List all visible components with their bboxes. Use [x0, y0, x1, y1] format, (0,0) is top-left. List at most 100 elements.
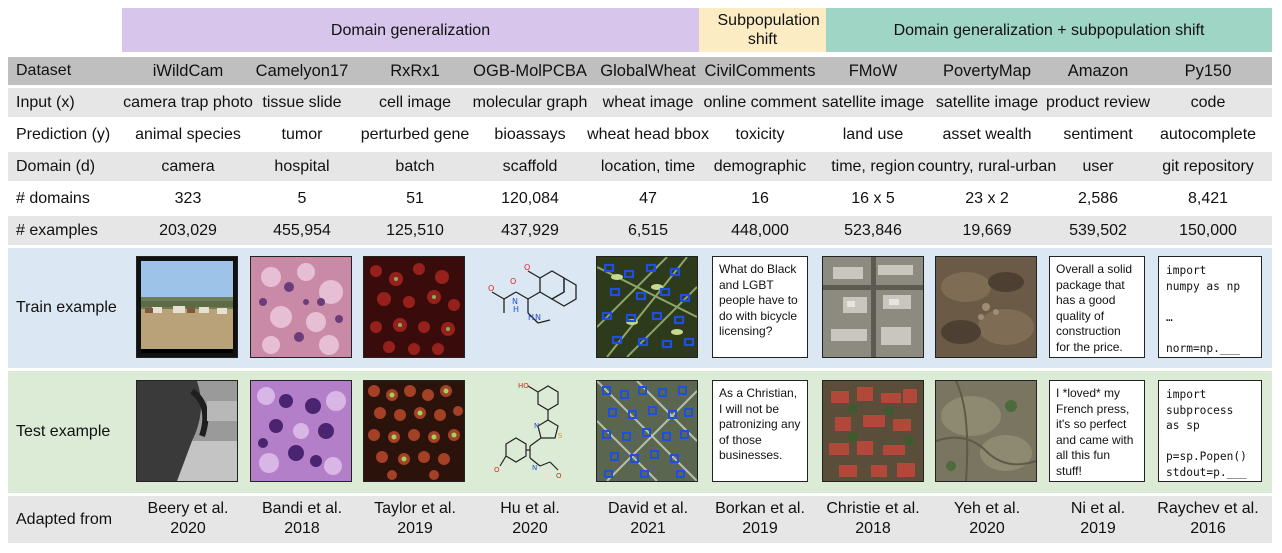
iwildcam-train-image [136, 256, 238, 358]
row-label-num-domains: # domains [16, 189, 90, 207]
camelyon-test-image [250, 380, 352, 482]
molpcba-train-molecule: O O O N H H N [478, 258, 582, 358]
svg-text:N: N [534, 422, 539, 430]
cell-name: Camelyon17 [255, 61, 349, 80]
adapted-from-year: 2018 [855, 520, 891, 537]
row-label-adapted: Adapted from [16, 510, 113, 528]
cell-adapted-from: Ni et al. 2019 [1040, 497, 1156, 541]
cell-domain: scaffold [502, 157, 558, 175]
cell-num-examples: 523,846 [844, 221, 902, 239]
cell-prediction: tumor [281, 125, 323, 143]
adapted-from-text: Taylor et al. 2019 [374, 499, 456, 539]
camelyon-train-image [250, 256, 352, 358]
cell-prediction: sentiment [1063, 125, 1133, 143]
row-bg-num-domains [8, 184, 1272, 213]
adapted-from-text: Borkan et al. 2019 [715, 499, 805, 539]
cell-num-domains: 16 x 5 [851, 189, 895, 207]
cell-adapted-from: David et al. 2021 [585, 497, 711, 541]
cell-adapted-from: Beery et al. 2020 [126, 497, 250, 541]
svg-text:O: O [510, 277, 516, 286]
cell-num-domains: 2,586 [1077, 189, 1119, 207]
cell-name: RxRx1 [390, 61, 440, 80]
cell-adapted-from: Taylor et al. 2019 [355, 497, 475, 541]
adapted-from-text: David et al. 2021 [608, 499, 688, 539]
cell-prediction: animal species [135, 125, 241, 143]
cell-domain: user [1082, 157, 1114, 175]
adapted-from-year: 2021 [630, 520, 666, 537]
cell-domain: camera [161, 157, 215, 175]
adapted-from-year: 2019 [742, 520, 778, 537]
adapted-from-text: Yeh et al. 2020 [954, 499, 1020, 539]
cell-domain: location, time [600, 157, 696, 175]
adapted-from-year: 2018 [284, 520, 320, 537]
svg-text:H: H [528, 313, 534, 322]
cell-num-domains: 323 [174, 189, 202, 207]
adapted-from-year: 2016 [1190, 520, 1226, 537]
adapted-from-authors: Bandi et al. [261, 500, 343, 517]
cell-num-examples: 125,510 [386, 221, 444, 239]
cell-prediction: land use [842, 125, 904, 143]
adapted-from-year: 2019 [397, 520, 433, 537]
cell-adapted-from: Raychev et al. 2016 [1149, 497, 1267, 541]
cell-prediction: wheat head bbox [587, 125, 709, 143]
cell-prediction: toxicity [735, 125, 785, 143]
cell-num-domains: 47 [639, 189, 657, 207]
cell-input: tissue slide [262, 93, 342, 111]
cell-domain: demographic [713, 157, 807, 175]
cell-num-examples: 448,000 [731, 221, 789, 239]
adapted-row-bg [8, 496, 1272, 543]
adapted-from-authors: Borkan et al. [715, 500, 805, 517]
adapted-from-authors: Beery et al. [147, 500, 229, 517]
cell-name: OGB-MolPCBA [473, 61, 587, 80]
cell-num-domains: 16 [751, 189, 769, 207]
group-subpopulation-shift: Subpopulation shift [699, 8, 826, 52]
cell-name: iWildCam [152, 61, 224, 80]
cell-num-examples: 19,669 [962, 221, 1012, 239]
cell-name: PovertyMap [942, 61, 1032, 80]
row-bg-domain [8, 152, 1272, 181]
cell-name: Amazon [1067, 61, 1129, 80]
cell-num-examples: 539,502 [1069, 221, 1127, 239]
adapted-from-authors: Raychev et al. [1157, 500, 1259, 517]
svg-text:N: N [512, 297, 518, 306]
adapted-from-year: 2019 [1080, 520, 1116, 537]
svg-text:O: O [556, 472, 562, 480]
cell-num-examples: 150,000 [1179, 221, 1237, 239]
adapted-from-authors: Hu et al. [500, 500, 560, 517]
header-row-bg [8, 57, 1272, 85]
adapted-from-text: Beery et al. 2020 [148, 499, 229, 539]
row-label-train: Train example [16, 299, 117, 316]
cell-num-domains: 23 x 2 [965, 189, 1009, 207]
cell-input: code [1190, 93, 1226, 111]
cell-input: cell image [378, 93, 452, 111]
adapted-from-authors: David et al. [607, 500, 689, 517]
adapted-from-authors: Taylor et al. [374, 500, 456, 517]
cell-input: online comment [703, 93, 817, 111]
cell-input: product review [1045, 93, 1151, 111]
civilcomments-train-text: What do Black and LGBT people have to do… [712, 256, 808, 358]
cell-adapted-from: Christie et al. 2018 [815, 497, 931, 541]
svg-text:N: N [532, 464, 537, 472]
cell-num-examples: 455,954 [273, 221, 331, 239]
cell-input: wheat image [602, 93, 694, 111]
adapted-from-text: Bandi et al. 2018 [262, 499, 342, 539]
adapted-from-text: Christie et al. 2018 [826, 499, 919, 539]
cell-input: molecular graph [472, 93, 588, 111]
cell-num-domains: 51 [406, 189, 424, 207]
fmow-test-image [822, 380, 924, 482]
group-domain-gen-plus-subpop: Domain generalization + subpopulation sh… [826, 8, 1272, 52]
row-label-prediction: Prediction (y) [16, 125, 111, 143]
iwildcam-test-image [136, 380, 238, 482]
adapted-from-authors: Yeh et al. [953, 500, 1021, 517]
cell-num-domains: 120,084 [501, 189, 559, 207]
row-bg-prediction [8, 120, 1272, 149]
cell-num-examples: 203,029 [159, 221, 217, 239]
adapted-from-year: 2020 [170, 520, 206, 537]
row-label-domain: Domain (d) [16, 157, 96, 175]
group-domain-generalization: Domain generalization [122, 8, 699, 52]
cell-domain: time, region [831, 157, 915, 175]
cell-input: satellite image [935, 93, 1039, 111]
adapted-from-year: 2020 [969, 520, 1005, 537]
cell-num-examples: 6,515 [627, 221, 669, 239]
rxrx1-train-image [363, 256, 465, 358]
